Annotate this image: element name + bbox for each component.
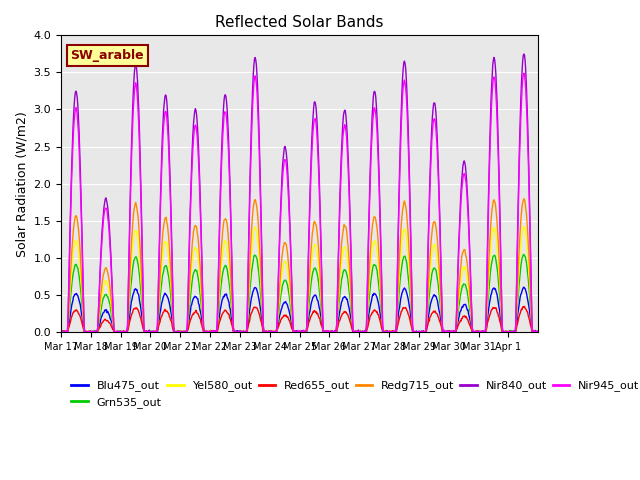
Nir945_out bbox=[57, 329, 65, 335]
Red655_out bbox=[114, 329, 122, 335]
Red655_out bbox=[243, 329, 251, 335]
Nir945_out bbox=[243, 323, 251, 328]
Line: Blu475_out: Blu475_out bbox=[61, 287, 538, 332]
Nir945_out bbox=[534, 329, 542, 335]
Redg715_out bbox=[114, 329, 122, 335]
Blu475_out bbox=[520, 284, 528, 290]
Nir945_out bbox=[376, 200, 383, 205]
Blu475_out bbox=[57, 329, 65, 335]
Yel580_out bbox=[243, 326, 251, 332]
Nir945_out bbox=[58, 329, 65, 335]
Redg715_out bbox=[520, 196, 528, 202]
Nir945_out bbox=[114, 329, 122, 335]
Text: SW_arable: SW_arable bbox=[70, 49, 144, 62]
Redg715_out bbox=[349, 325, 356, 331]
Blu475_out bbox=[376, 307, 383, 312]
Red655_out bbox=[349, 329, 356, 335]
Blu475_out bbox=[58, 329, 65, 335]
Nir840_out bbox=[113, 329, 121, 335]
Redg715_out bbox=[57, 329, 65, 335]
Redg715_out bbox=[58, 329, 66, 335]
Grn535_out bbox=[348, 319, 356, 325]
Y-axis label: Solar Radiation (W/m2): Solar Radiation (W/m2) bbox=[15, 111, 28, 256]
Yel580_out bbox=[202, 329, 209, 335]
Yel580_out bbox=[534, 329, 542, 335]
Redg715_out bbox=[243, 326, 251, 332]
Nir945_out bbox=[520, 71, 528, 76]
Red655_out bbox=[225, 312, 233, 317]
Blu475_out bbox=[202, 329, 209, 335]
Yel580_out bbox=[349, 327, 356, 333]
Line: Nir840_out: Nir840_out bbox=[61, 54, 538, 332]
Legend: Blu475_out, Grn535_out, Yel580_out, Red655_out, Redg715_out, Nir840_out, Nir945_: Blu475_out, Grn535_out, Yel580_out, Red6… bbox=[67, 376, 640, 412]
Nir840_out bbox=[375, 167, 383, 173]
Redg715_out bbox=[202, 328, 209, 334]
Redg715_out bbox=[225, 244, 233, 250]
Red655_out bbox=[521, 303, 529, 309]
Blu475_out bbox=[225, 300, 233, 305]
Nir945_out bbox=[202, 329, 209, 335]
Yel580_out bbox=[225, 261, 233, 266]
Red655_out bbox=[534, 328, 542, 334]
Line: Grn535_out: Grn535_out bbox=[61, 254, 538, 332]
Nir840_out bbox=[243, 328, 250, 334]
Grn535_out bbox=[225, 275, 232, 281]
Yel580_out bbox=[376, 276, 383, 282]
Red655_out bbox=[376, 316, 383, 322]
Redg715_out bbox=[534, 329, 542, 335]
Grn535_out bbox=[534, 329, 542, 335]
Red655_out bbox=[59, 329, 67, 335]
Line: Yel580_out: Yel580_out bbox=[61, 227, 538, 332]
Line: Nir945_out: Nir945_out bbox=[61, 73, 538, 332]
Grn535_out bbox=[520, 252, 528, 257]
Nir840_out bbox=[520, 51, 528, 57]
Nir840_out bbox=[201, 329, 209, 335]
Nir945_out bbox=[225, 163, 233, 168]
Grn535_out bbox=[113, 329, 121, 335]
Red655_out bbox=[202, 328, 209, 334]
Yel580_out bbox=[114, 328, 122, 334]
Title: Reflected Solar Bands: Reflected Solar Bands bbox=[216, 15, 384, 30]
Grn535_out bbox=[201, 329, 209, 335]
Red655_out bbox=[57, 328, 65, 334]
Nir840_out bbox=[348, 297, 356, 303]
Grn535_out bbox=[243, 329, 250, 335]
Blu475_out bbox=[534, 328, 542, 334]
Blu475_out bbox=[243, 327, 251, 333]
Nir840_out bbox=[225, 132, 232, 138]
Line: Red655_out: Red655_out bbox=[61, 306, 538, 332]
Grn535_out bbox=[57, 329, 65, 335]
Line: Redg715_out: Redg715_out bbox=[61, 199, 538, 332]
Redg715_out bbox=[376, 262, 383, 268]
Blu475_out bbox=[114, 328, 122, 334]
Yel580_out bbox=[57, 329, 65, 335]
Yel580_out bbox=[58, 329, 65, 335]
Nir840_out bbox=[57, 329, 65, 335]
Blu475_out bbox=[349, 328, 356, 334]
Nir945_out bbox=[349, 324, 356, 329]
Nir840_out bbox=[534, 329, 542, 335]
Grn535_out bbox=[375, 284, 383, 289]
Yel580_out bbox=[520, 224, 527, 229]
